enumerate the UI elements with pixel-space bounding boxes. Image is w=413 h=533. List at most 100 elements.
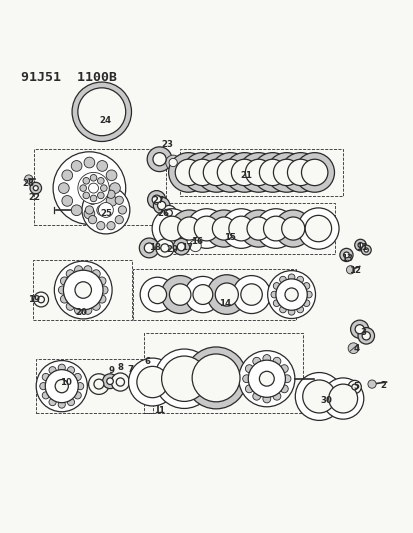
- Circle shape: [74, 392, 81, 399]
- Circle shape: [74, 306, 83, 314]
- Circle shape: [256, 209, 295, 248]
- Circle shape: [66, 270, 74, 278]
- Text: 17: 17: [181, 244, 193, 253]
- Circle shape: [263, 216, 287, 241]
- Circle shape: [78, 172, 109, 204]
- Circle shape: [78, 88, 126, 136]
- Circle shape: [155, 239, 173, 257]
- Circle shape: [302, 380, 335, 413]
- Circle shape: [137, 366, 168, 398]
- Circle shape: [58, 401, 65, 408]
- Text: 27: 27: [152, 196, 164, 205]
- Circle shape: [74, 266, 83, 274]
- Circle shape: [97, 190, 104, 198]
- Circle shape: [97, 295, 106, 303]
- Circle shape: [302, 282, 309, 289]
- Circle shape: [328, 384, 357, 413]
- Circle shape: [305, 291, 311, 298]
- Circle shape: [161, 205, 176, 220]
- Circle shape: [60, 295, 69, 303]
- Circle shape: [228, 216, 253, 241]
- Circle shape: [67, 399, 74, 406]
- Circle shape: [215, 283, 238, 306]
- Circle shape: [147, 191, 165, 209]
- Circle shape: [280, 152, 320, 192]
- Circle shape: [194, 216, 218, 241]
- Text: 12: 12: [348, 266, 360, 275]
- Circle shape: [106, 196, 116, 206]
- Circle shape: [62, 196, 72, 206]
- Circle shape: [271, 291, 277, 298]
- Circle shape: [238, 351, 294, 407]
- Circle shape: [60, 277, 69, 285]
- Circle shape: [221, 209, 261, 248]
- Text: 24: 24: [100, 116, 112, 125]
- Circle shape: [165, 155, 180, 170]
- Circle shape: [90, 174, 97, 181]
- Text: 18: 18: [149, 244, 161, 253]
- Circle shape: [301, 159, 327, 185]
- Circle shape: [245, 365, 253, 373]
- Circle shape: [97, 160, 107, 171]
- Text: 21: 21: [240, 171, 252, 180]
- Circle shape: [296, 276, 303, 283]
- Circle shape: [240, 284, 262, 305]
- Circle shape: [280, 385, 287, 393]
- Circle shape: [252, 357, 260, 365]
- Circle shape: [97, 205, 107, 216]
- Circle shape: [115, 196, 123, 204]
- Circle shape: [170, 210, 207, 247]
- Circle shape: [189, 159, 215, 185]
- Circle shape: [72, 82, 131, 141]
- Circle shape: [33, 185, 38, 191]
- Circle shape: [30, 182, 41, 194]
- Circle shape: [109, 183, 120, 193]
- Circle shape: [116, 378, 124, 386]
- Circle shape: [128, 358, 176, 406]
- Circle shape: [161, 276, 199, 313]
- Circle shape: [273, 282, 279, 289]
- Circle shape: [115, 215, 123, 224]
- Circle shape: [49, 399, 56, 406]
- Circle shape: [173, 238, 189, 255]
- Circle shape: [40, 383, 47, 390]
- Bar: [36, 359, 153, 413]
- Text: 1: 1: [157, 406, 164, 415]
- Text: 10: 10: [60, 378, 71, 387]
- Circle shape: [248, 360, 285, 397]
- Circle shape: [152, 152, 166, 166]
- Bar: [133, 269, 295, 320]
- Circle shape: [281, 217, 304, 240]
- Circle shape: [232, 276, 270, 313]
- Circle shape: [192, 285, 212, 304]
- Circle shape: [67, 367, 74, 374]
- Circle shape: [351, 384, 357, 390]
- Text: 15: 15: [223, 233, 235, 242]
- Circle shape: [210, 152, 250, 192]
- Circle shape: [287, 159, 313, 185]
- Circle shape: [107, 222, 115, 230]
- Circle shape: [240, 210, 276, 247]
- Circle shape: [147, 147, 171, 172]
- Circle shape: [287, 274, 294, 281]
- Circle shape: [45, 370, 78, 402]
- Circle shape: [287, 309, 294, 315]
- Circle shape: [361, 332, 370, 340]
- Circle shape: [354, 239, 366, 251]
- Text: 6: 6: [144, 357, 150, 366]
- Circle shape: [83, 192, 89, 199]
- Circle shape: [157, 201, 165, 209]
- Text: 13: 13: [340, 254, 352, 263]
- Circle shape: [98, 203, 113, 217]
- Circle shape: [266, 152, 306, 192]
- Circle shape: [160, 244, 169, 252]
- Circle shape: [97, 192, 104, 199]
- Circle shape: [186, 209, 226, 248]
- Bar: [144, 333, 302, 413]
- Circle shape: [273, 300, 279, 306]
- Circle shape: [184, 277, 221, 313]
- Circle shape: [175, 159, 201, 185]
- Circle shape: [275, 279, 306, 310]
- Circle shape: [76, 383, 83, 390]
- Circle shape: [118, 206, 126, 214]
